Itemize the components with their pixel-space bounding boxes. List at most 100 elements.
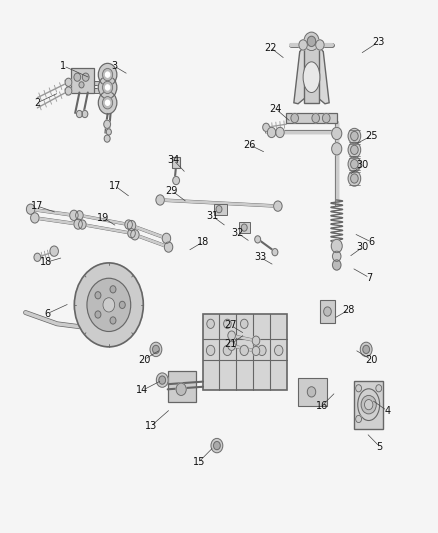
Text: 17: 17: [109, 181, 121, 191]
Circle shape: [78, 220, 86, 229]
Circle shape: [307, 36, 316, 46]
Text: 7: 7: [367, 273, 373, 283]
Circle shape: [82, 110, 88, 118]
Circle shape: [34, 253, 41, 261]
Circle shape: [207, 319, 214, 328]
Circle shape: [376, 385, 382, 392]
Circle shape: [176, 383, 186, 395]
Circle shape: [150, 342, 162, 357]
Text: 22: 22: [264, 43, 276, 53]
Circle shape: [76, 211, 83, 220]
Circle shape: [95, 311, 101, 318]
Circle shape: [102, 68, 113, 81]
Circle shape: [74, 219, 82, 229]
Text: 17: 17: [31, 201, 43, 211]
Bar: [354, 381, 383, 429]
Circle shape: [350, 132, 358, 141]
Circle shape: [79, 82, 84, 88]
Text: 19: 19: [97, 213, 110, 223]
Text: 13: 13: [145, 421, 157, 431]
Circle shape: [263, 123, 269, 132]
Circle shape: [26, 204, 35, 214]
Circle shape: [348, 128, 361, 144]
Circle shape: [332, 260, 341, 270]
Bar: [298, 377, 328, 406]
Bar: [203, 313, 287, 390]
Circle shape: [106, 85, 110, 90]
Circle shape: [363, 345, 370, 353]
Bar: [214, 204, 226, 215]
Circle shape: [104, 135, 110, 142]
Circle shape: [95, 292, 101, 299]
Text: 30: 30: [357, 242, 369, 252]
Circle shape: [299, 40, 307, 50]
Circle shape: [65, 78, 72, 86]
Bar: [304, 42, 319, 103]
Circle shape: [332, 143, 342, 155]
Circle shape: [356, 385, 361, 392]
Circle shape: [304, 32, 319, 51]
Circle shape: [307, 387, 316, 397]
Text: 5: 5: [377, 442, 383, 451]
Bar: [286, 113, 337, 123]
Circle shape: [228, 331, 235, 340]
Text: 23: 23: [372, 37, 384, 47]
Circle shape: [312, 114, 319, 123]
Circle shape: [223, 345, 232, 356]
Text: 20: 20: [138, 354, 150, 365]
Circle shape: [31, 213, 39, 223]
Circle shape: [106, 129, 111, 135]
Circle shape: [258, 345, 266, 356]
Bar: [92, 88, 102, 93]
Text: 21: 21: [225, 340, 237, 349]
Circle shape: [162, 233, 171, 244]
Circle shape: [87, 278, 131, 332]
Text: 6: 6: [368, 237, 374, 247]
Circle shape: [156, 195, 164, 205]
Circle shape: [322, 114, 330, 123]
Circle shape: [224, 319, 231, 328]
Ellipse shape: [303, 62, 320, 93]
Circle shape: [332, 251, 341, 261]
Circle shape: [252, 336, 260, 345]
Circle shape: [214, 441, 220, 450]
Circle shape: [98, 92, 117, 114]
Circle shape: [110, 286, 116, 293]
Circle shape: [216, 206, 222, 213]
Circle shape: [267, 127, 276, 138]
Circle shape: [70, 210, 78, 221]
Text: 2: 2: [34, 98, 40, 108]
Text: 33: 33: [254, 252, 266, 262]
Text: 29: 29: [166, 186, 178, 196]
Circle shape: [77, 110, 82, 118]
Circle shape: [50, 246, 58, 256]
Circle shape: [274, 201, 282, 211]
Bar: [168, 372, 196, 402]
Circle shape: [131, 230, 139, 240]
Circle shape: [152, 345, 159, 353]
Circle shape: [316, 40, 324, 50]
Circle shape: [82, 73, 89, 81]
Circle shape: [275, 345, 283, 356]
Text: 34: 34: [167, 155, 180, 165]
Circle shape: [164, 242, 173, 252]
Text: 25: 25: [365, 131, 378, 141]
Circle shape: [272, 248, 278, 256]
Circle shape: [360, 342, 372, 357]
Circle shape: [173, 176, 180, 184]
Bar: [239, 222, 250, 233]
Circle shape: [103, 298, 115, 312]
Circle shape: [98, 63, 117, 86]
Circle shape: [348, 171, 361, 186]
Circle shape: [159, 376, 166, 384]
Circle shape: [291, 114, 298, 123]
Circle shape: [324, 307, 331, 316]
Circle shape: [119, 301, 125, 309]
Circle shape: [110, 317, 116, 324]
Text: 31: 31: [207, 212, 219, 221]
Circle shape: [106, 72, 110, 77]
Bar: [71, 68, 94, 93]
Circle shape: [240, 345, 248, 356]
Circle shape: [74, 73, 81, 81]
Text: 30: 30: [357, 160, 369, 170]
